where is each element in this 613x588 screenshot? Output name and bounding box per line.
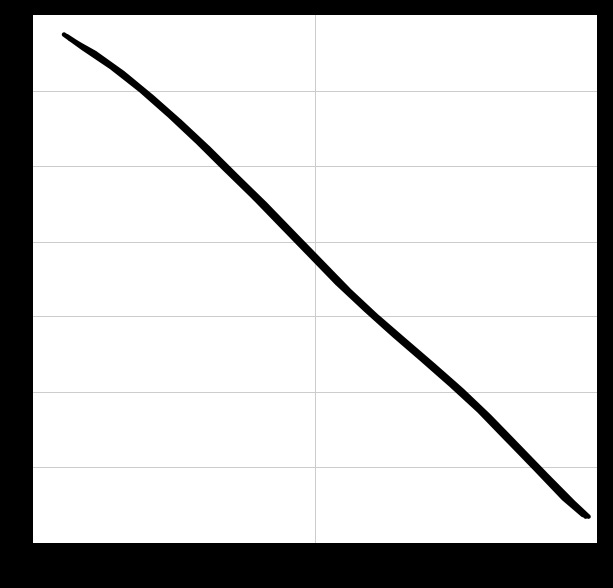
chart-series-line <box>64 35 583 515</box>
chart-line-layer <box>33 15 597 543</box>
chart-plot-area <box>30 12 600 546</box>
chart-series-line <box>67 36 586 516</box>
